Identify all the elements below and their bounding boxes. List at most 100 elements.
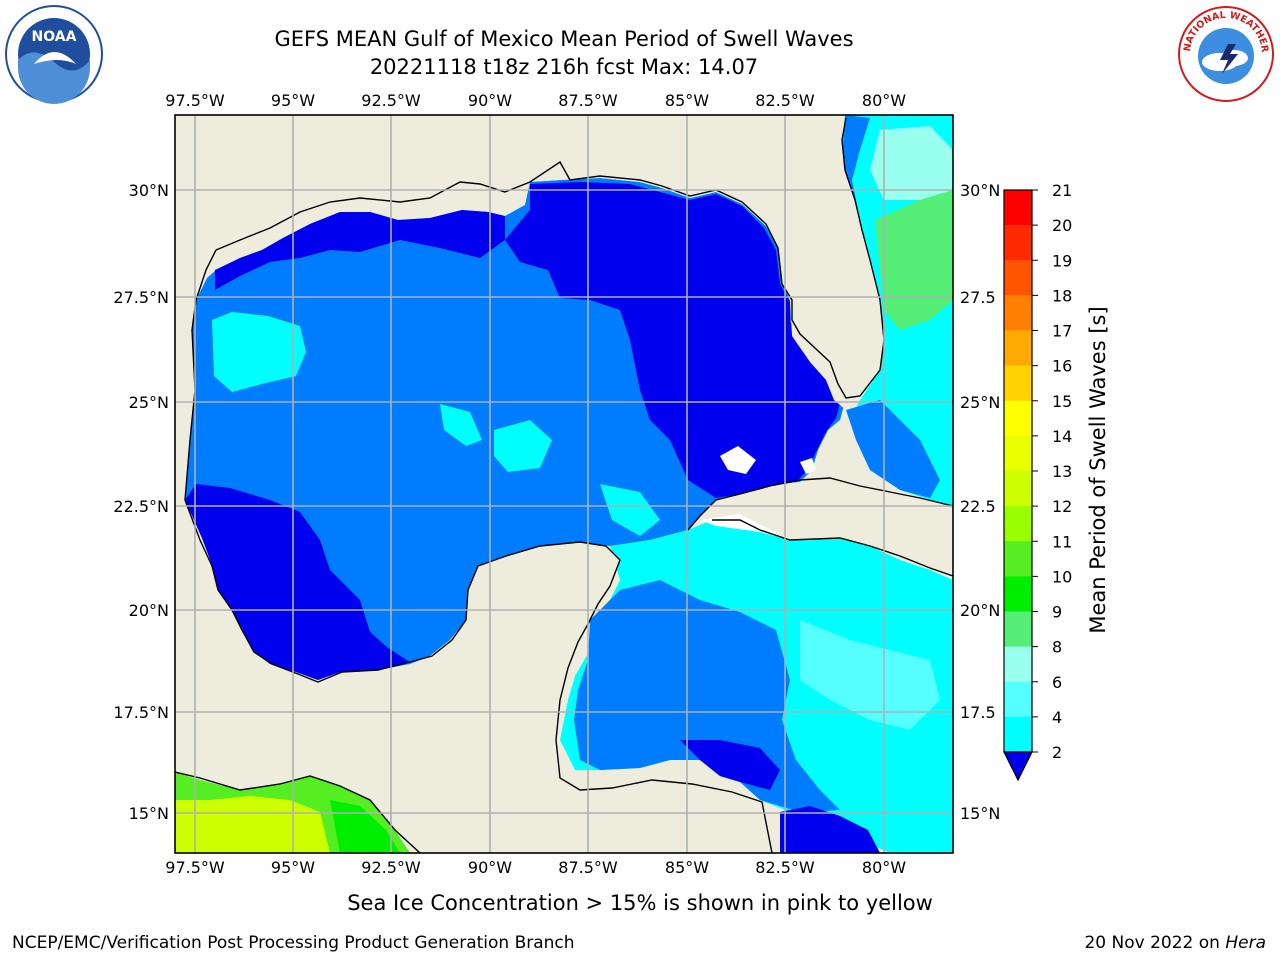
- colorbar-tick-label: 15: [1052, 392, 1072, 411]
- lat-label-left: 27.5°N: [113, 288, 169, 307]
- atlantic-green-zone: [875, 190, 953, 330]
- campeche-deep-zone: [185, 484, 410, 680]
- lon-label-bottom: 85°W: [665, 858, 709, 877]
- lat-label-left: 15°N: [129, 804, 169, 823]
- gulf-north-deep-zone: [215, 210, 505, 290]
- lon-label-bottom: 82.5°W: [755, 858, 815, 877]
- colorbar-band: [1004, 400, 1032, 437]
- lat-label-right: 22.5: [960, 497, 996, 516]
- coastline-usa: [215, 117, 885, 399]
- atlantic-light-zone: [870, 126, 953, 200]
- florida-peninsula: [175, 115, 884, 500]
- right-lat-labels: 30°N 27.5 25°N 22.5 20°N 17.5 15°N: [960, 181, 1000, 823]
- nws-logo: NATIONAL WEATHER SERVICE: [1176, 4, 1274, 102]
- lon-label-bottom: 97.5°W: [165, 858, 225, 877]
- chart-title: GEFS MEAN Gulf of Mexico Mean Period of …: [274, 27, 854, 51]
- gridlines: [175, 115, 953, 853]
- footer-host: Hera: [1225, 933, 1266, 953]
- lon-label-top: 90°W: [468, 91, 512, 110]
- colorbar-band: [1004, 330, 1032, 367]
- atlantic-blue-zone-2: [846, 400, 940, 498]
- lon-label-top: 97.5°W: [165, 91, 225, 110]
- lon-label-top: 82.5°W: [755, 91, 815, 110]
- lat-label-left: 30°N: [129, 181, 169, 200]
- lat-label-left: 22.5°N: [113, 497, 169, 516]
- colorbar-band: [1004, 225, 1032, 261]
- colorbar-band: [1004, 716, 1032, 753]
- colorbar-band: [1004, 190, 1032, 226]
- caribbean-south-deep-zone: [780, 806, 880, 853]
- lon-label-top: 80°W: [862, 91, 906, 110]
- coastline-pacific: [175, 771, 421, 853]
- lon-label-top: 92.5°W: [361, 91, 421, 110]
- colorbar-band: [1004, 541, 1032, 577]
- pacific-yellow-zone: [175, 796, 330, 853]
- colorbar: 21 20 19 18 17 16 15 14 13 12 11 10 9 8 6 4 2: [1003, 181, 1072, 782]
- lon-label-bottom: 90°W: [468, 858, 512, 877]
- colorbar-tick-label: 16: [1052, 357, 1072, 376]
- gulf-west-cyan-patch: [212, 312, 306, 392]
- colorbar-tick-label: 13: [1052, 462, 1072, 481]
- lon-label-top: 87.5°W: [558, 91, 618, 110]
- colorbar-band: [1004, 506, 1032, 542]
- bottom-lon-labels: 97.5°W 95°W 92.5°W 90°W 87.5°W 85°W 82.5…: [165, 858, 906, 877]
- colorbar-title: Mean Period of Swell Waves [s]: [1086, 306, 1110, 634]
- cuba-island: [688, 480, 953, 576]
- caribbean-light-patch: [800, 620, 940, 730]
- lat-label-left: 20°N: [129, 601, 169, 620]
- colorbar-band: [1004, 576, 1032, 612]
- lon-label-top: 85°W: [665, 91, 709, 110]
- colorbar-band: [1004, 435, 1032, 472]
- gulf-central-cyan-patch-2: [494, 420, 552, 472]
- lat-label-right: 15°N: [960, 804, 1000, 823]
- lon-label-top: 95°W: [271, 91, 315, 110]
- sea-ice-caption: Sea Ice Concentration > 15% is shown in …: [347, 891, 933, 915]
- lon-label-bottom: 92.5°W: [361, 858, 421, 877]
- noaa-logo-text: NOAA: [32, 29, 77, 45]
- colorbar-extend-arrow: [1003, 751, 1033, 782]
- no-data-patch-2: [800, 458, 816, 474]
- caribbean-deep-strip: [680, 740, 780, 790]
- colorbar-tick-label: 6: [1052, 673, 1062, 692]
- footer-credit: NCEP/EMC/Verification Post Processing Pr…: [12, 933, 575, 953]
- no-data-patch-1: [720, 446, 756, 474]
- caribbean-blue-zone: [574, 580, 840, 812]
- top-lon-labels: 97.5°W 95°W 92.5°W 90°W 87.5°W 85°W 82.5…: [165, 91, 906, 110]
- lat-label-right: 30°N: [960, 181, 1000, 200]
- lat-label-right: 20°N: [960, 601, 1000, 620]
- lat-label-right: 27.5: [960, 288, 996, 307]
- footer-date: 20 Nov 2022 on Hera: [1084, 933, 1266, 953]
- colorbar-tick-label: 10: [1052, 567, 1072, 586]
- colorbar-band: [1004, 646, 1032, 683]
- lon-label-bottom: 80°W: [862, 858, 906, 877]
- coastline-mexico: [184, 249, 773, 853]
- noaa-logo: NOAA: [5, 5, 103, 104]
- colorbar-tick-label: 4: [1052, 708, 1062, 727]
- lat-label-right: 25°N: [960, 393, 1000, 412]
- colorbar-tick-label: 14: [1052, 427, 1072, 446]
- lat-label-right: 17.5: [960, 703, 996, 722]
- footer-date-text: 20 Nov 2022 on: [1084, 933, 1226, 953]
- colorbar-tick-label: 21: [1052, 181, 1072, 200]
- colorbar-tick-label: 11: [1052, 532, 1072, 551]
- yucatan-peninsula: [260, 542, 770, 853]
- colorbar-band: [1004, 295, 1032, 331]
- colorbar-tick-label: 9: [1052, 603, 1062, 622]
- colorbar-band: [1004, 471, 1032, 507]
- colorbar-tick-label: 12: [1052, 497, 1072, 516]
- colorbar-tick-label: 2: [1052, 743, 1062, 762]
- lat-label-left: 17.5°N: [113, 703, 169, 722]
- colorbar-tick-label: 20: [1052, 216, 1072, 235]
- gulf-south-cyan-patch: [600, 484, 660, 536]
- colorbar-band: [1004, 611, 1032, 648]
- gulf-east-deep-zone: [505, 182, 842, 498]
- chart-subtitle: 20221118 t18z 216h fcst Max: 14.07: [369, 55, 759, 79]
- colorbar-band: [1004, 260, 1032, 296]
- colorbar-tick-label: 19: [1052, 251, 1072, 270]
- lon-label-bottom: 95°W: [271, 858, 315, 877]
- lon-label-bottom: 87.5°W: [558, 858, 618, 877]
- map-field: [175, 115, 953, 853]
- left-lat-labels: 30°N 27.5°N 25°N 22.5°N 20°N 17.5°N 15°N: [113, 181, 169, 823]
- colorbar-tick-label: 17: [1052, 322, 1072, 341]
